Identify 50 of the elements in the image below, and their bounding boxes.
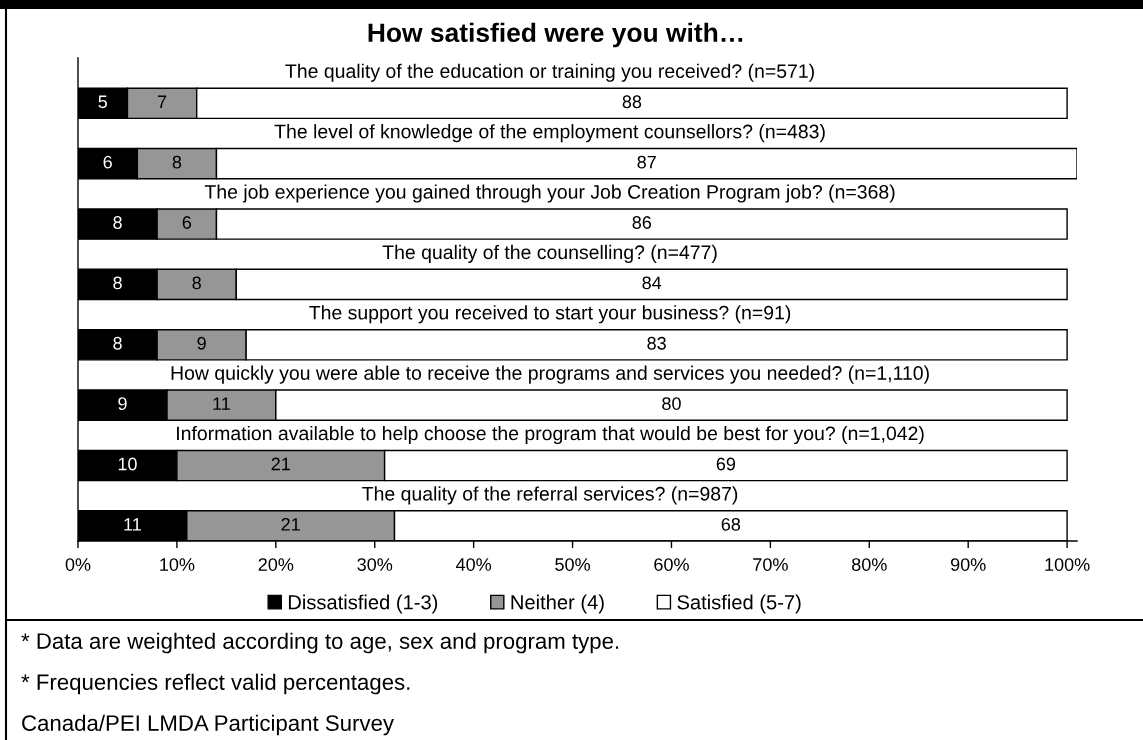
data-label: 21 [281, 517, 300, 531]
data-label: 83 [647, 336, 666, 350]
data-label: 87 [637, 155, 656, 169]
y-tick-label: The quality of the education or training you received? (n=571) [285, 63, 814, 82]
text: * Data are weighted according to age, sex and program type. [21, 632, 619, 654]
x-tick-label: 0% [65, 558, 91, 571]
data-label: 5 [98, 95, 107, 109]
x-tick-label: 20% [258, 558, 294, 571]
x-tick-label: 70% [753, 558, 788, 571]
x-tick-label: 50% [555, 558, 590, 571]
data-label: 88 [622, 95, 642, 109]
x-tick-label: 30% [357, 558, 393, 571]
x-tick-label: 100% [1045, 558, 1090, 571]
x-tick-label: 40% [455, 558, 492, 571]
y-tick-label: The quality of the counselling? (n=477) [382, 244, 717, 263]
chart-title: How satisfied were you with… [368, 22, 743, 48]
y-tick-label: The job experience you gained through your Job Creation Program job? (n=368) [204, 184, 895, 203]
data-label: 6 [182, 216, 192, 229]
data-label: 69 [716, 457, 736, 471]
data-label: 11 [213, 397, 230, 410]
data-label: 6 [103, 155, 112, 169]
y-tick-label: The support you received to start your business? (n=91) [309, 305, 791, 324]
x-tick-label: 80% [852, 558, 887, 571]
x-tick-label: 60% [654, 558, 689, 571]
data-label: 11 [124, 518, 141, 531]
text: * Frequencies reflect valid percentages. [21, 673, 410, 695]
data-label: 68 [721, 517, 741, 531]
data-label: 9 [118, 397, 127, 410]
legend-label: Dissatisfied (1-3) [288, 594, 438, 614]
data-label: 21 [271, 457, 290, 471]
y-tick-label: The quality of the referral services? (n=987) [362, 486, 738, 505]
data-label: 8 [172, 155, 182, 169]
data-label: 7 [157, 95, 167, 108]
data-label: 9 [197, 336, 206, 350]
y-tick-label: Information available to help choose the program that would be best for you? (n=1,042) [177, 425, 924, 445]
data-label: 10 [118, 457, 137, 471]
y-tick-label: The level of knowledge of the employment counsellors? (n=483) [274, 124, 825, 143]
text: Canada/PEI LMDA Participant Survey [22, 714, 394, 736]
legend-label: Neither (4) [511, 594, 604, 614]
data-label: 84 [642, 276, 662, 290]
x-tick-label: 10% [160, 558, 195, 571]
legend-label: Satisfied (5-7) [677, 594, 801, 614]
x-tick-label: 90% [950, 558, 986, 571]
data-label: 80 [662, 397, 681, 410]
data-label: 8 [113, 276, 122, 290]
data-label: 8 [113, 216, 122, 229]
y-tick-label: How quickly you were able to receive the programs and services you needed? (n=1,110) [171, 365, 929, 384]
data-label: 8 [192, 276, 201, 290]
data-label: 86 [632, 216, 652, 229]
data-label: 8 [113, 336, 122, 350]
